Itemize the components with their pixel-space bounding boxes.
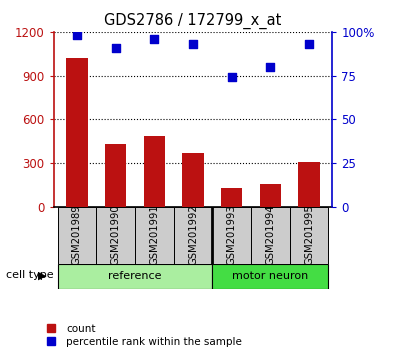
Text: reference: reference <box>108 271 162 281</box>
Point <box>228 75 235 80</box>
Point <box>306 41 312 47</box>
Bar <box>144 136 165 207</box>
Text: ▶: ▶ <box>37 270 46 280</box>
Point <box>190 41 196 47</box>
Bar <box>174 207 213 264</box>
Text: GSM201994: GSM201994 <box>265 204 275 264</box>
Bar <box>260 184 281 207</box>
Bar <box>213 207 251 264</box>
Bar <box>221 188 242 207</box>
Bar <box>96 207 135 264</box>
Bar <box>182 153 204 207</box>
Bar <box>66 58 88 207</box>
Text: GSM201991: GSM201991 <box>149 204 159 265</box>
Bar <box>290 207 328 264</box>
Bar <box>58 207 96 264</box>
Bar <box>298 162 320 207</box>
Point <box>267 64 273 70</box>
Bar <box>105 144 126 207</box>
Bar <box>213 264 328 289</box>
Text: GSM201989: GSM201989 <box>72 204 82 264</box>
Bar <box>251 207 290 264</box>
Text: motor neuron: motor neuron <box>232 271 308 281</box>
Point <box>74 33 80 38</box>
Bar <box>135 207 174 264</box>
Point <box>113 45 119 51</box>
Bar <box>58 264 213 289</box>
Text: GSM201990: GSM201990 <box>111 204 121 264</box>
Point <box>151 36 158 42</box>
Text: GSM201995: GSM201995 <box>304 204 314 265</box>
Text: GSM201993: GSM201993 <box>227 204 237 264</box>
Text: cell type: cell type <box>6 270 54 280</box>
Legend: count, percentile rank within the sample: count, percentile rank within the sample <box>41 324 242 347</box>
Title: GDS2786 / 172799_x_at: GDS2786 / 172799_x_at <box>104 13 282 29</box>
Text: GSM201992: GSM201992 <box>188 204 198 265</box>
